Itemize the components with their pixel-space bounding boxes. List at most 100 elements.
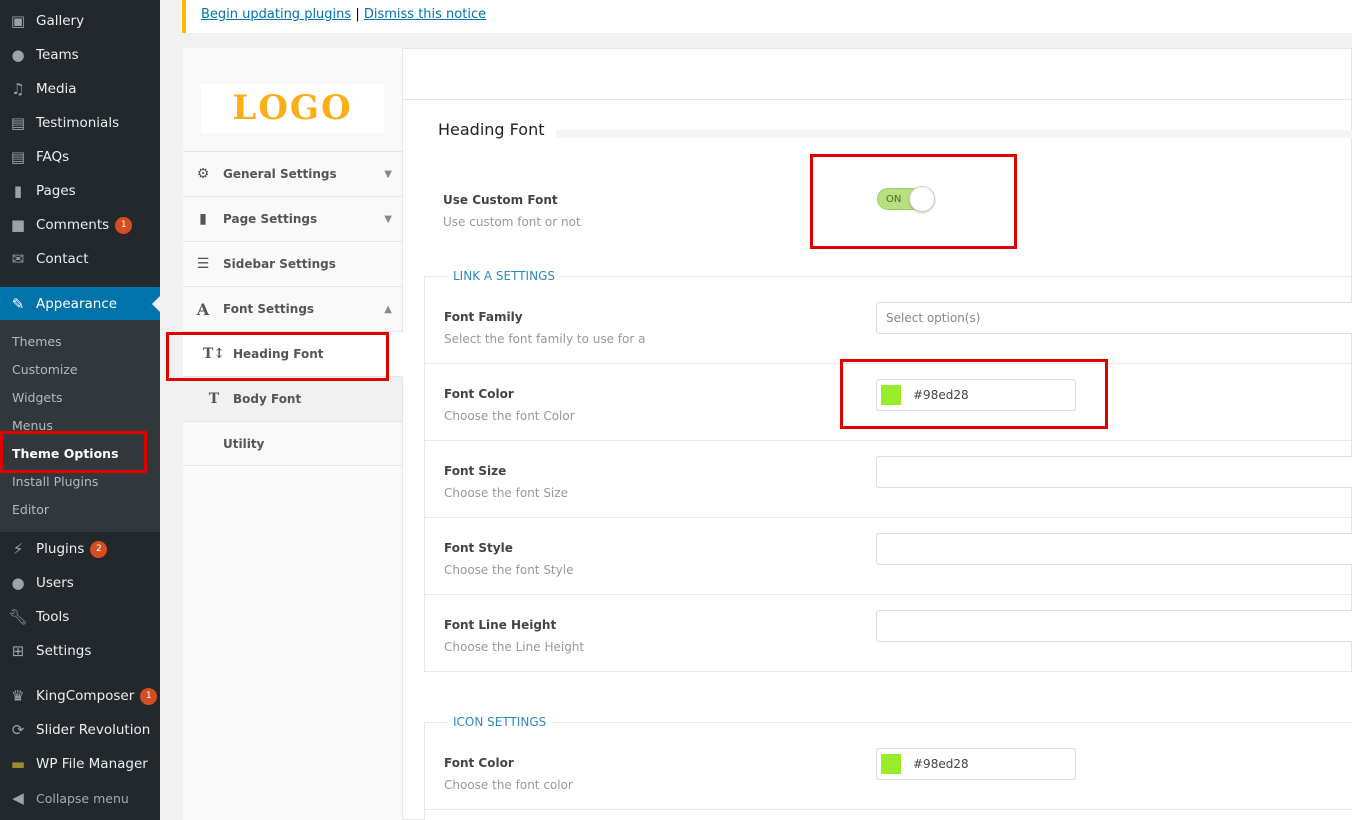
- admin-sidebar: ▣ Gallery ● Teams ♫ Media ▤ Testimonials ▤ FA…: [0, 0, 160, 820]
- nav-label: Utility: [223, 436, 265, 451]
- divider: [424, 363, 1352, 364]
- submenu-editor[interactable]: Editor: [12, 502, 49, 517]
- text-width-icon: T: [208, 391, 220, 407]
- caret-down-icon: ▼: [384, 168, 392, 180]
- menu-label: Testimonials: [36, 115, 120, 131]
- nav-label: General Settings: [223, 167, 337, 181]
- menu-pages[interactable]: ▮ Pages: [0, 174, 160, 208]
- font-color-desc: Choose the font Color: [444, 409, 575, 423]
- menu-users[interactable]: ● Users: [0, 566, 160, 600]
- tools-icon: 🔧︎: [8, 608, 28, 626]
- menu-contact[interactable]: ✉ Contact: [0, 242, 160, 276]
- options-nav: [183, 48, 403, 820]
- font-size-label: Font Size: [444, 464, 507, 478]
- dismiss-notice-link[interactable]: Dismiss this notice: [363, 7, 487, 22]
- menu-wp-file-manager[interactable]: ▬ WP File Manager: [0, 747, 160, 781]
- menu-label: Contact: [36, 251, 89, 267]
- highlight-box: [166, 332, 389, 381]
- count-badge: 2: [90, 540, 108, 558]
- icon-color-label: Font Color: [444, 756, 514, 770]
- caret-down-icon: ▼: [384, 213, 392, 225]
- menu-testimonials[interactable]: ▤ Testimonials: [0, 106, 160, 140]
- menu-label: Gallery: [36, 13, 85, 29]
- color-swatch[interactable]: [881, 385, 901, 405]
- divider: [424, 809, 1352, 810]
- brush-icon: ✎: [11, 294, 25, 313]
- menu-faqs[interactable]: ▤ FAQs: [0, 140, 160, 174]
- font-icon: A: [196, 299, 210, 319]
- refresh-icon: ⟳: [11, 721, 25, 739]
- menu-plugins[interactable]: ⚡ Plugins 2: [0, 532, 160, 566]
- line-height-label: Font Line Height: [444, 618, 557, 632]
- mail-icon: ✉: [11, 250, 25, 268]
- pages-icon: ▮: [13, 182, 23, 200]
- line-height-desc: Choose the Line Height: [444, 640, 585, 654]
- comments-icon: ■: [10, 216, 26, 234]
- faqs-icon: ▤: [10, 148, 26, 166]
- menu-label: KingComposer: [36, 688, 135, 704]
- submenu-menus[interactable]: Menus: [12, 418, 53, 433]
- nav-font-settings[interactable]: A Font Settings ▲: [183, 286, 402, 331]
- submenu-customize[interactable]: Customize: [12, 362, 78, 377]
- font-color-picker[interactable]: #98ed28: [876, 379, 1076, 411]
- nav-heading-font[interactable]: T↕ Heading Font: [183, 331, 403, 376]
- custom-font-toggle[interactable]: ON: [877, 186, 935, 212]
- nav-sidebar-settings[interactable]: ☰ Sidebar Settings: [183, 241, 402, 286]
- collapse-icon: ◀: [12, 789, 24, 807]
- icon-color-desc: Choose the font color: [444, 778, 573, 792]
- font-style-input[interactable]: [876, 533, 1352, 565]
- menu-tools[interactable]: 🔧︎ Tools: [0, 600, 160, 634]
- menu-teams[interactable]: ● Teams: [0, 38, 160, 72]
- nav-general-settings[interactable]: ⚙ General Settings ▼: [183, 151, 402, 196]
- submenu-theme-options[interactable]: Theme Options: [12, 446, 119, 461]
- submenu-install-plugins[interactable]: Install Plugins: [12, 474, 99, 489]
- count-badge: 1: [140, 687, 158, 705]
- font-family-select[interactable]: Select option(s): [876, 302, 1352, 334]
- section-title: Heading Font: [438, 120, 545, 139]
- font-family-label: Font Family: [444, 310, 523, 324]
- color-swatch[interactable]: [881, 754, 901, 774]
- menu-media[interactable]: ♫ Media: [0, 72, 160, 106]
- font-color-label: Font Color: [444, 387, 514, 401]
- nav-page-settings[interactable]: ▮ Page Settings ▼: [183, 196, 402, 241]
- menu-gallery[interactable]: ▣ Gallery: [0, 4, 160, 38]
- divider: [424, 517, 1352, 518]
- submenu-widgets[interactable]: Widgets: [12, 390, 63, 405]
- begin-updating-link[interactable]: Begin updating plugins: [201, 7, 352, 22]
- menu-label: Tools: [36, 609, 70, 625]
- nav-label: Heading Font: [233, 347, 324, 361]
- font-size-input[interactable]: [876, 456, 1352, 488]
- submenu-themes[interactable]: Themes: [12, 334, 62, 349]
- nav-label: Page Settings: [223, 212, 318, 226]
- menu-settings[interactable]: ⊞ Settings: [0, 634, 160, 668]
- divider: [424, 440, 1352, 441]
- appearance-submenu: Themes Customize Widgets Menus Theme Opt…: [0, 320, 160, 532]
- custom-font-desc: Use custom font or not: [443, 215, 581, 229]
- menu-label: Users: [36, 575, 74, 591]
- menu-appearance[interactable]: ✎ Appearance: [0, 287, 160, 320]
- panel-header: [403, 48, 1352, 100]
- menu-kingcomposer[interactable]: ♛ KingComposer 1: [0, 679, 160, 713]
- media-icon: ♫: [11, 80, 25, 98]
- menu-label: Comments: [36, 217, 110, 233]
- icon-color-picker[interactable]: #98ed28: [876, 748, 1076, 780]
- font-style-label: Font Style: [444, 541, 513, 555]
- bars-icon: ☰: [196, 256, 210, 272]
- menu-label: Teams: [36, 47, 79, 63]
- menu-slider-revolution[interactable]: ⟳ Slider Revolution: [0, 713, 160, 747]
- menu-comments[interactable]: ■ Comments 1: [0, 208, 160, 242]
- custom-font-label: Use Custom Font: [443, 193, 558, 207]
- divider: [424, 594, 1352, 595]
- title-rule: [556, 130, 1352, 138]
- highlight-box: [840, 359, 1108, 429]
- folder-icon: ▬: [10, 755, 26, 773]
- caret-up-icon: ▲: [384, 303, 392, 315]
- menu-label: FAQs: [36, 149, 70, 165]
- nav-body-font[interactable]: T Body Font: [183, 376, 402, 421]
- line-height-input[interactable]: [876, 610, 1352, 642]
- nav-utility[interactable]: Utility: [183, 421, 402, 466]
- nav-label: Font Settings: [223, 302, 315, 316]
- icon-settings-heading: ICON SETTINGS: [447, 715, 553, 729]
- font-style-desc: Choose the font Style: [444, 563, 574, 577]
- collapse-menu[interactable]: ◀ Collapse menu: [0, 781, 160, 815]
